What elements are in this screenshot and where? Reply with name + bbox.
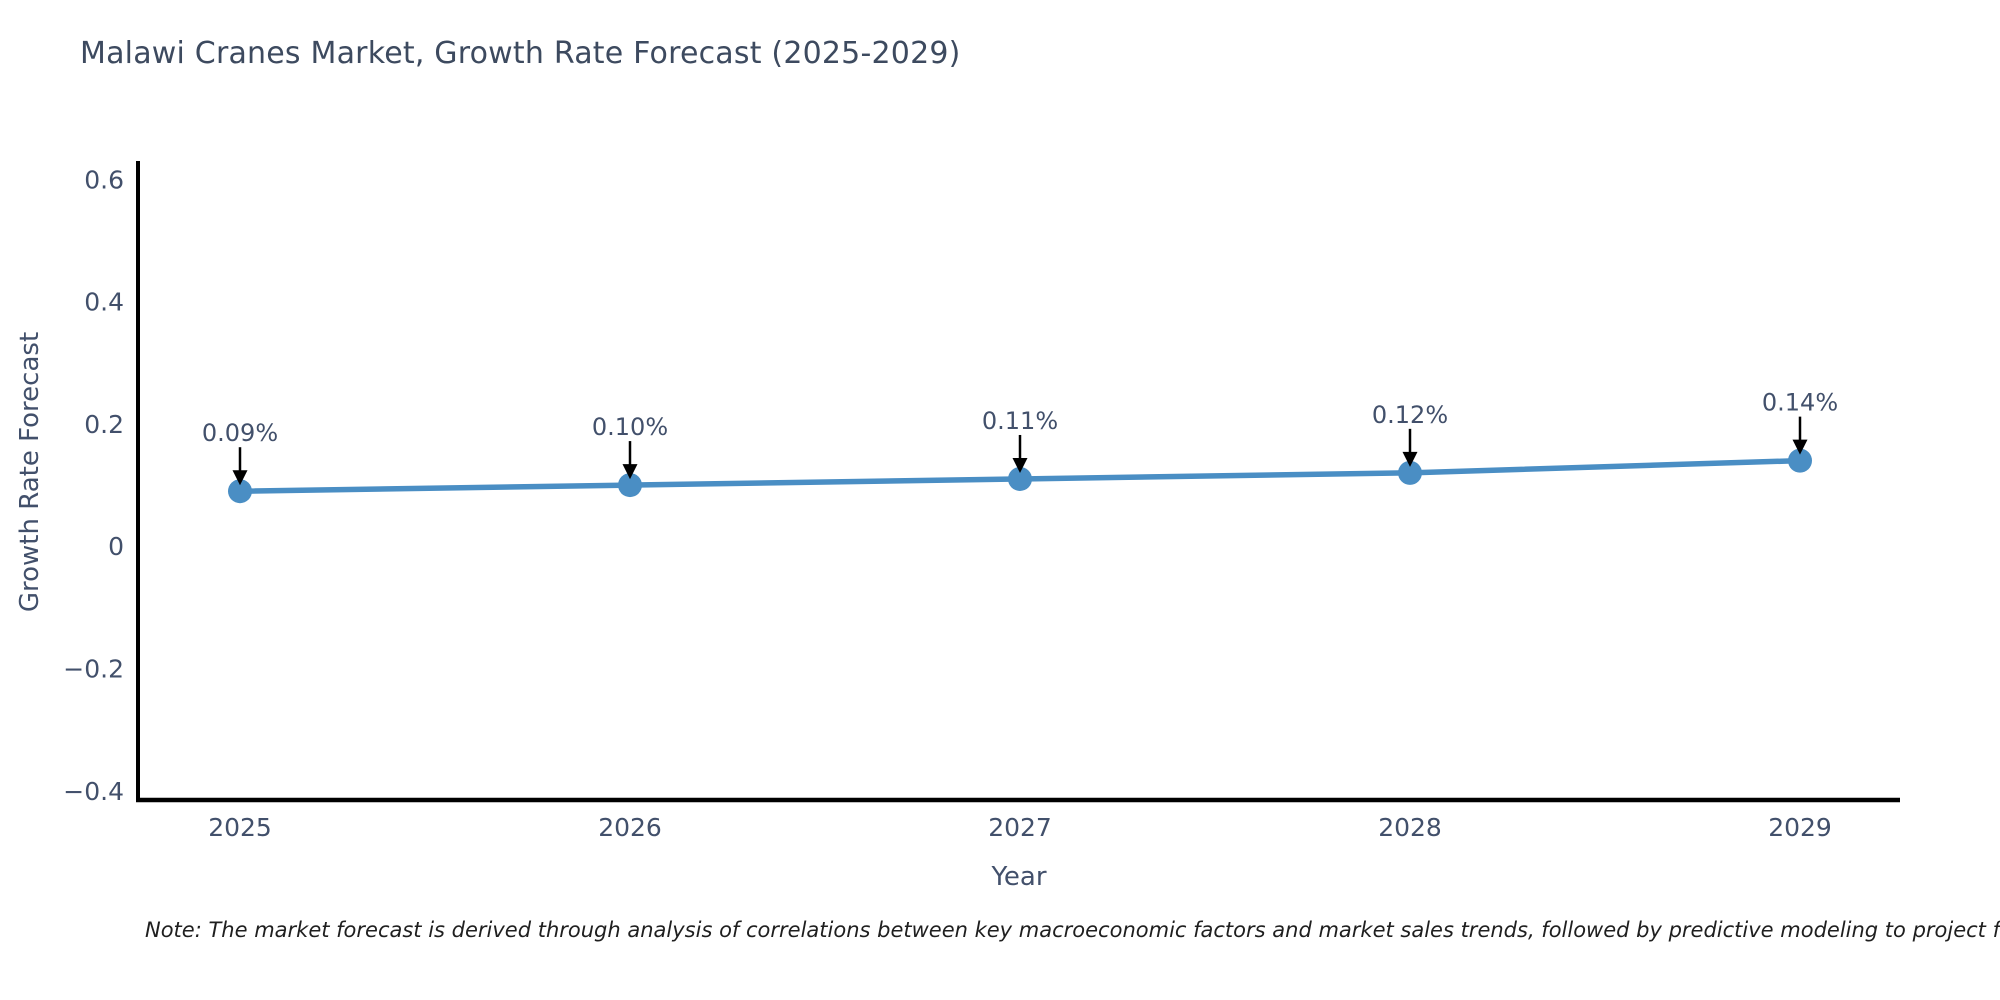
x-tick-label: 2027 (988, 813, 1052, 842)
y-tick-label: 0.4 (84, 288, 124, 317)
x-tick-label: 2025 (208, 813, 272, 842)
x-axis-title: Year (991, 862, 1047, 892)
x-tick-label: 2029 (1768, 813, 1832, 842)
y-tick-label: −0.4 (63, 777, 124, 806)
annotation-label: 0.11% (982, 407, 1058, 435)
annotation-arrowhead-icon (1012, 457, 1028, 473)
x-tick-label: 2028 (1378, 813, 1442, 842)
footnote: Note: The market forecast is derived thr… (145, 918, 2000, 942)
y-tick-label: −0.2 (63, 655, 124, 684)
data-point-marker (618, 473, 642, 498)
data-point-marker (1008, 466, 1032, 491)
annotation-arrowhead-icon (622, 464, 638, 480)
chart-title: Malawi Cranes Market, Growth Rate Foreca… (80, 36, 961, 71)
annotation-label: 0.10% (592, 413, 668, 441)
annotation-arrowhead-icon (232, 470, 248, 486)
annotation-label: 0.09% (202, 419, 278, 447)
data-point-marker (1788, 448, 1812, 473)
annotation-label: 0.12% (1372, 401, 1448, 429)
x-tick-label: 2026 (598, 813, 662, 842)
annotation-arrowhead-icon (1792, 439, 1808, 455)
y-tick-label: 0.2 (84, 410, 124, 439)
y-tick-label: 0 (108, 532, 124, 561)
annotation-arrowhead-icon (1402, 451, 1418, 467)
data-point-marker (228, 479, 252, 504)
y-tick-label: 0.6 (84, 165, 124, 194)
data-point-marker (1398, 460, 1422, 485)
annotation-label: 0.14% (1762, 389, 1838, 417)
